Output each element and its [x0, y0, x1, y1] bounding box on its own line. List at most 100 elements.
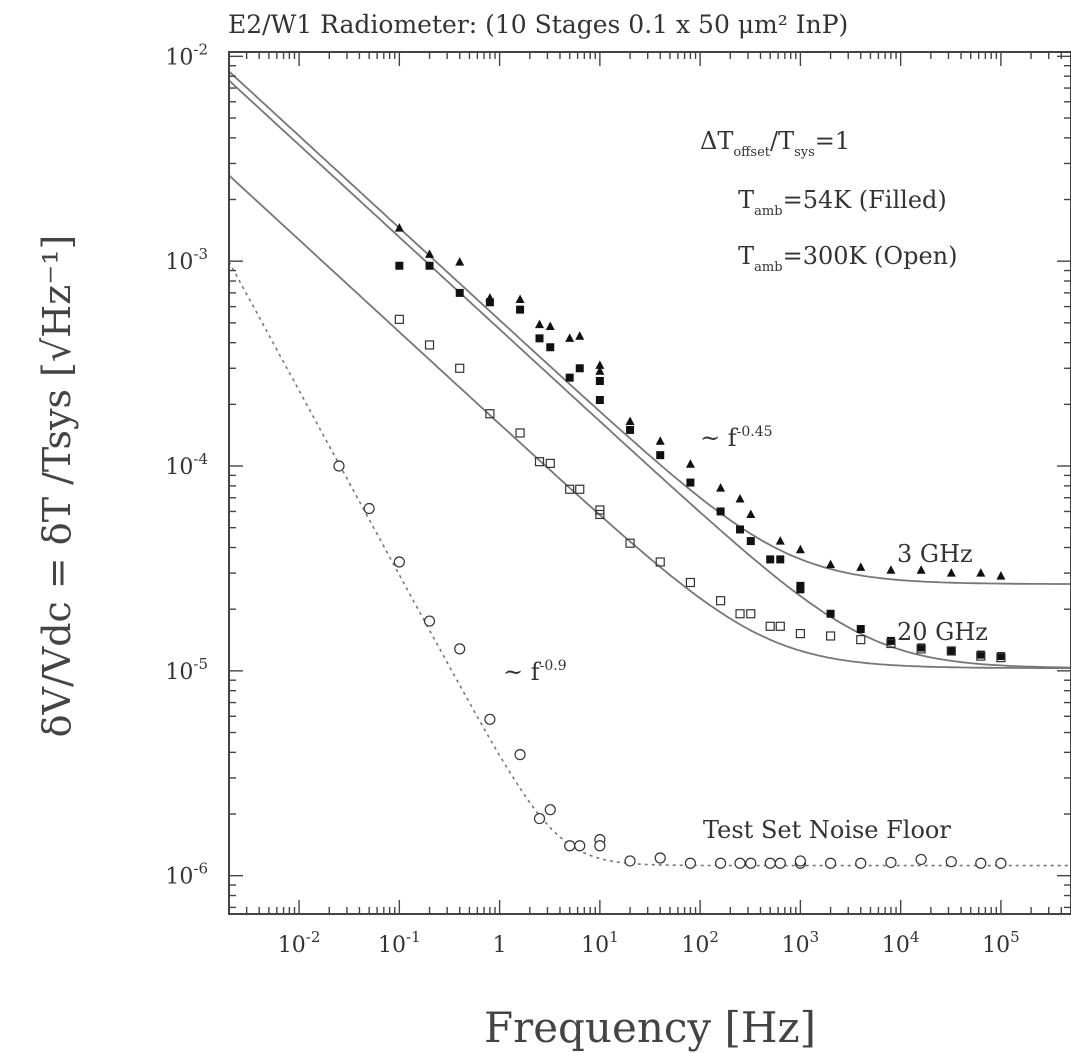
data-point-s1 [716, 483, 726, 492]
x-axis-label: Frequency [Hz] [484, 1003, 816, 1052]
y-tick-label: 10-3 [165, 245, 208, 275]
y-tick-label: 10-4 [165, 450, 208, 480]
data-point-s1 [595, 366, 605, 375]
chart-title: E2/W1 Radiometer: (10 Stages 0.1 x 50 μm… [228, 10, 848, 39]
axis-ticks [228, 52, 1071, 914]
data-point-s2 [776, 555, 785, 564]
data-point-s3 [565, 484, 575, 494]
data-point-s2 [976, 650, 985, 659]
legend-line-filled: Tamb=54K (Filled) [700, 186, 970, 219]
data-point-s4 [885, 856, 897, 869]
data-point-s4 [594, 840, 606, 852]
data-point-s1 [565, 333, 575, 342]
data-markers [333, 223, 1007, 869]
data-point-s2 [546, 343, 555, 352]
label-20ghz: 20 GHz [897, 618, 988, 646]
data-point-s4 [684, 857, 697, 869]
data-point-s3 [775, 621, 785, 631]
fit-curve-2 [229, 79, 1071, 669]
data-point-s4 [945, 856, 957, 868]
data-point-s4 [533, 812, 546, 825]
data-point-s4 [734, 857, 746, 869]
data-point-s3 [976, 651, 986, 661]
data-point-s4 [423, 615, 436, 627]
data-point-s3 [485, 409, 495, 419]
data-point-s4 [363, 502, 375, 515]
data-point-s4 [794, 855, 806, 867]
data-point-s4 [333, 460, 345, 472]
data-point-s1 [394, 223, 404, 232]
label-3ghz: 3 GHz [897, 540, 973, 568]
data-point-s3 [595, 509, 605, 520]
data-point-s2 [796, 585, 805, 594]
data-point-s2 [626, 425, 635, 434]
data-point-s1 [916, 565, 926, 574]
data-point-s3 [856, 635, 866, 645]
data-point-s1 [655, 436, 665, 445]
label-noise-floor: Test Set Noise Floor [703, 816, 951, 844]
data-point-s4 [484, 713, 496, 725]
data-point-s1 [775, 536, 785, 545]
data-point-s2 [736, 525, 745, 534]
data-point-s4 [454, 643, 466, 655]
data-point-s3 [735, 609, 745, 619]
slope-annotation-045: ~ f-0.45 [700, 424, 773, 452]
x-tick-label: 104 [882, 928, 920, 958]
fit-curves [229, 70, 1071, 867]
y-tick-label: 10-5 [165, 655, 208, 685]
x-tick-label: 101 [581, 928, 619, 958]
data-point-s2 [746, 537, 755, 546]
data-point-s2 [485, 298, 494, 307]
x-tick-label: 10-2 [278, 928, 321, 958]
x-tick-label: 105 [982, 928, 1020, 958]
data-point-s1 [795, 544, 805, 554]
data-point-s4 [514, 749, 526, 761]
data-point-s1 [856, 562, 866, 571]
y-tick-label: 10-6 [165, 860, 208, 890]
data-point-s4 [714, 857, 727, 869]
data-point-s2 [886, 636, 895, 645]
data-point-s2 [455, 288, 464, 297]
data-point-s2 [856, 625, 865, 634]
data-point-s1 [976, 568, 986, 577]
data-point-s3 [625, 538, 635, 548]
data-point-s1 [685, 459, 695, 468]
fit-curve-3 [229, 174, 1071, 669]
data-point-s4 [574, 840, 586, 852]
data-point-s3 [575, 484, 585, 494]
data-point-s1 [826, 559, 836, 569]
data-point-s2 [395, 261, 404, 270]
data-point-s1 [735, 494, 745, 503]
data-point-s4 [393, 556, 405, 568]
data-point-s4 [544, 804, 556, 816]
data-point-s4 [745, 857, 757, 869]
x-tick-label: 10-1 [378, 928, 421, 958]
data-point-s3 [996, 653, 1006, 663]
data-point-s1 [545, 321, 555, 330]
data-point-s2 [595, 377, 604, 386]
data-point-s1 [515, 294, 525, 303]
data-point-s2 [996, 652, 1005, 661]
data-point-s1 [575, 331, 585, 340]
x-tick-label: 1 [493, 933, 507, 958]
data-point-s2 [575, 364, 584, 373]
data-point-s2 [535, 334, 544, 343]
data-point-s1 [946, 568, 956, 577]
data-point-s4 [654, 852, 666, 864]
data-point-s3 [424, 340, 435, 350]
data-point-s3 [394, 314, 404, 324]
data-point-s1 [625, 416, 635, 425]
data-point-s2 [516, 305, 525, 314]
data-point-s2 [766, 555, 775, 564]
data-point-s1 [886, 565, 896, 574]
data-point-s2 [425, 261, 434, 270]
data-point-s4 [774, 857, 786, 869]
data-point-s2 [917, 643, 926, 652]
data-point-s4 [564, 840, 576, 852]
data-point-s4 [824, 857, 837, 869]
fit-curve-1 [229, 70, 1071, 585]
data-point-s3 [455, 363, 465, 373]
legend-line-offset: ΔToffset/Tsys=1 [700, 127, 850, 160]
data-point-s2 [826, 609, 835, 618]
